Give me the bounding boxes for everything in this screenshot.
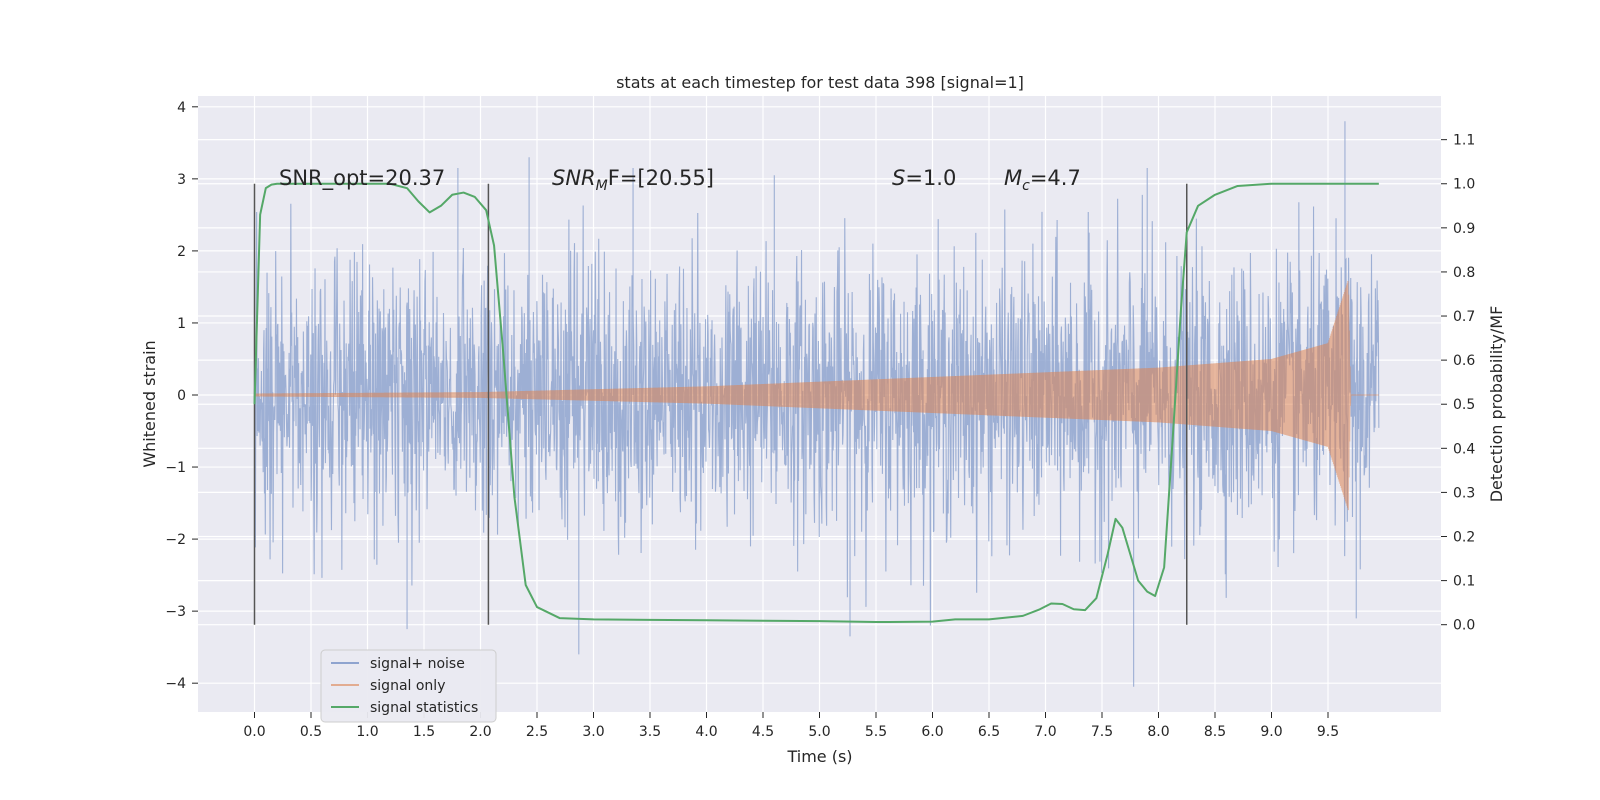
legend-label-signal-statistics: signal statistics	[370, 700, 478, 716]
x-tick-label: 5.0	[808, 724, 830, 740]
y2-tick-label: 0.7	[1453, 309, 1475, 325]
x-tick-label: 2.5	[526, 724, 548, 740]
vertical-markers	[253, 183, 1188, 625]
x-tick-label: 7.5	[1091, 724, 1113, 740]
series-signal-only	[253, 280, 1379, 511]
x-tick-label: 9.5	[1317, 724, 1339, 740]
annotation-snr-opt: SNR_opt=20.37	[279, 166, 445, 191]
annotation-snr-mf: SNRMF=[20.55]	[552, 166, 714, 194]
annotation-s: S=1.0	[892, 166, 956, 190]
y-tick-label: −4	[165, 676, 186, 692]
chart-title: stats at each timestep for test data 398…	[616, 73, 1024, 92]
x-tick-label: 1.0	[356, 724, 378, 740]
series-signal-statistics	[253, 182, 1379, 624]
x-tick-label: 2.0	[469, 724, 491, 740]
y2-tick-label: 1.1	[1453, 133, 1475, 149]
x-tick-label: 6.0	[921, 724, 943, 740]
axis-ticks: 0.0 0.5 1.0 1.5 2.0 2.5 3.0 3.5 4.0 4.5 5.0 5.5 6.0 6…	[165, 100, 1475, 740]
signal-plus-noise-line	[253, 121, 1380, 687]
y2-tick-label: 0.4	[1453, 441, 1475, 457]
x-tick-label: 1.5	[413, 724, 435, 740]
legend-label-signal-plus-noise: signal+ noise	[370, 656, 465, 672]
legend-box	[320, 649, 497, 723]
x-tick-label: 4.0	[695, 724, 717, 740]
y2-tick-label: 0.3	[1453, 485, 1475, 501]
legend: signal+ noise signal only signal statist…	[320, 649, 497, 723]
y-tick-label: −2	[165, 532, 186, 548]
y2-tick-label: 0.8	[1453, 265, 1475, 281]
annotation-mc: Mc=4.7	[1004, 166, 1081, 194]
signal-statistics-line	[253, 182, 1379, 624]
y2-tick-label: 1.0	[1453, 177, 1475, 193]
y-tick-label: 4	[177, 100, 186, 116]
x-tick-label: 4.5	[752, 724, 774, 740]
y2-tick-label: 0.2	[1453, 530, 1475, 546]
x-tick-label: 5.5	[865, 724, 887, 740]
y-tick-label: 3	[177, 172, 186, 188]
y-tick-label: 0	[177, 388, 186, 404]
y2-tick-label: 0.0	[1453, 618, 1475, 634]
x-tick-label: 0.0	[243, 724, 265, 740]
y-tick-label: 2	[177, 244, 186, 260]
y2-axis-label: Detection probability/MF	[1487, 306, 1506, 503]
x-tick-label: 8.5	[1204, 724, 1226, 740]
x-tick-label: 9.0	[1260, 724, 1282, 740]
y-tick-label: 1	[177, 316, 186, 332]
y-tick-label: −3	[165, 604, 186, 620]
x-tick-label: 6.5	[978, 724, 1000, 740]
x-tick-label: 0.5	[300, 724, 322, 740]
x-tick-label: 8.0	[1147, 724, 1169, 740]
x-tick-label: 3.0	[582, 724, 604, 740]
y2-tick-label: 0.6	[1453, 353, 1475, 369]
series-signal-plus-noise	[253, 121, 1380, 687]
x-tick-label: 7.0	[1034, 724, 1056, 740]
y2-tick-label: 0.5	[1453, 397, 1475, 413]
y2-tick-label: 0.9	[1453, 221, 1475, 237]
y2-tick-label: 0.1	[1453, 574, 1475, 590]
signal-only-line	[253, 280, 1379, 511]
legend-label-signal-only: signal only	[370, 678, 445, 694]
y-tick-label: −1	[165, 460, 186, 476]
x-tick-label: 3.5	[639, 724, 661, 740]
y-axis-label: Whitened strain	[140, 340, 159, 467]
x-axis-label: Time (s)	[786, 747, 852, 766]
